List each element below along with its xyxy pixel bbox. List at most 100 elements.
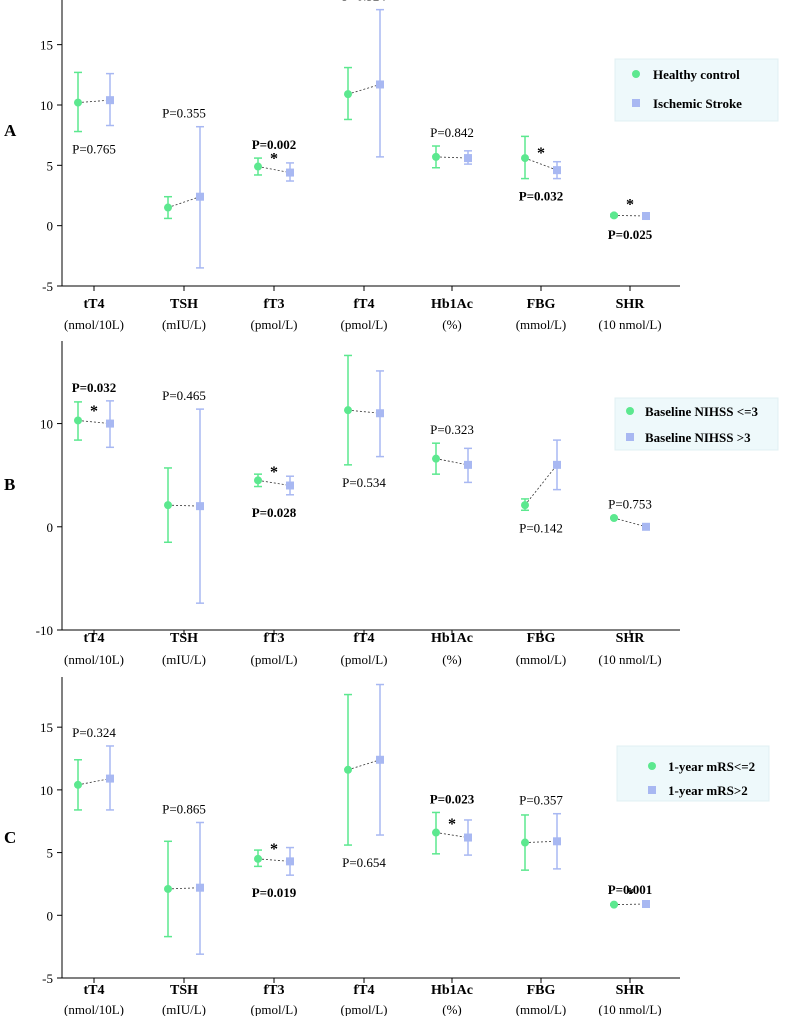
x-category-label: FBG [527,983,556,998]
data-point-square [642,212,650,221]
legend: Healthy control Ischemic Stroke [614,58,779,122]
connector-line [347,84,381,95]
p-value-label: P=0.324 [342,0,386,4]
data-point-square [642,900,650,909]
data-point-circle [521,838,529,847]
x-category-unit: (%) [442,317,462,332]
legend-label: 1-year mRS<=2 [668,759,755,774]
connector-line [435,156,469,159]
legend-marker-circle [648,762,656,770]
x-category-label: SHR [616,983,646,998]
x-category-unit: (pmol/L) [341,317,388,332]
data-point-square [106,774,114,783]
p-value-label: P=0.002 [252,137,297,152]
data-point-square [196,502,204,511]
x-category-unit: (mIU/L) [162,1002,206,1016]
legend-marker-circle [626,407,634,415]
x-category-unit: (pmol/L) [251,1002,298,1016]
p-value-label: P=0.019 [252,885,297,900]
legend-label: Healthy control [653,67,740,82]
significance-star: * [270,464,278,481]
x-category-unit: (pmol/L) [251,317,298,332]
data-point-circle [164,203,172,212]
significance-star: * [537,145,545,162]
connector-line [257,166,291,173]
x-category-unit: (%) [442,652,462,667]
p-value-label: P=0.028 [252,505,297,520]
p-value-label: P=0.842 [430,125,474,140]
data-point-square [376,409,384,418]
data-point-square [464,460,472,469]
y-tick-label: 0 [47,219,54,234]
legend-label: Ischemic Stroke [653,96,742,111]
panel-label: A [4,121,17,140]
significance-star: * [626,885,634,902]
y-tick-label: -5 [42,971,53,986]
data-point-circle [344,765,352,774]
p-value-label: P=0.032 [72,380,117,395]
legend-marker-square [648,786,656,794]
data-point-circle [610,514,618,523]
data-point-circle [74,98,82,107]
data-point-square [286,168,294,177]
data-point-circle [610,900,618,909]
data-point-circle [432,152,440,161]
p-value-label: P=0.324 [72,725,116,740]
x-category-unit: (nmol/10L) [64,317,124,332]
x-category-unit: (pmol/L) [341,1002,388,1016]
legend-marker-square [626,433,634,441]
data-point-circle [610,211,618,220]
data-point-square [376,80,384,89]
data-point-circle [254,162,262,171]
p-value-label: P=0.025 [608,227,653,242]
data-point-circle [74,780,82,789]
x-category-label: FBG [527,631,556,646]
p-value-label: P=0.765 [72,142,116,157]
data-point-circle [521,501,529,510]
x-category-unit: (mmol/L) [516,1002,567,1016]
data-point-circle [432,454,440,463]
connector-line [257,858,291,862]
x-category-unit: (nmol/10L) [64,652,124,667]
data-point-circle [164,884,172,893]
connector-line [613,517,647,528]
legend-marker-circle [632,70,640,78]
y-tick-label: 0 [47,908,54,923]
y-tick-label: 10 [40,417,53,432]
x-category-unit: (pmol/L) [341,652,388,667]
significance-star: * [270,841,278,858]
y-tick-label: -5 [42,279,53,294]
data-point-square [464,154,472,163]
connector-line [77,778,111,786]
data-point-square [196,883,204,892]
data-point-square [553,460,561,469]
x-category-unit: (mmol/L) [516,317,567,332]
x-category-unit: (nmol/10L) [64,1002,124,1016]
connector-line [347,759,381,771]
data-point-square [196,192,204,201]
x-category-label: TSH [170,631,198,646]
connector-line [77,420,111,424]
x-category-unit: (mIU/L) [162,652,206,667]
legend: 1-year mRS<=2 1-year mRS>2 [616,745,770,802]
x-category-label: TSH [170,297,198,312]
panel-label: C [4,828,16,847]
data-point-circle [521,154,529,163]
p-value-label: P=0.142 [519,520,563,535]
data-point-square [642,522,650,531]
x-category-unit: (mmol/L) [516,652,567,667]
p-value-label: P=0.865 [162,801,206,816]
significance-star: * [626,197,634,214]
x-category-label: fT3 [264,297,285,312]
x-category-label: tT4 [84,631,105,646]
data-point-circle [254,854,262,863]
legend-label: 1-year mRS>2 [668,783,748,798]
y-tick-label: 5 [47,846,54,861]
connector-line [435,458,469,466]
y-tick-label: 5 [47,158,54,173]
data-point-circle [432,828,440,837]
x-category-label: tT4 [84,983,105,998]
p-value-label: P=0.357 [519,793,563,808]
connector-line [167,887,201,890]
